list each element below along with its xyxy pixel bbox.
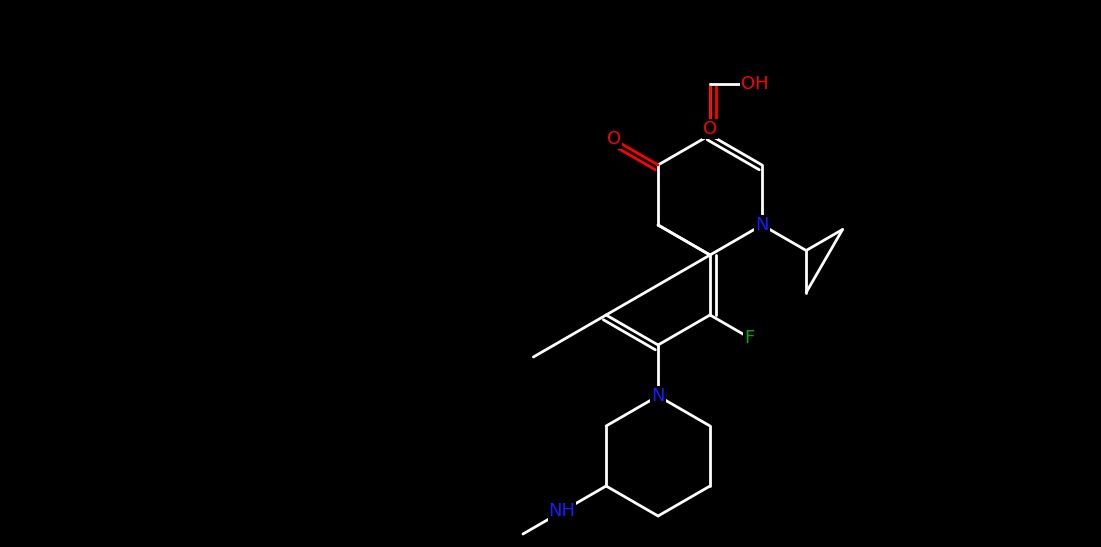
Text: N: N [652,387,665,405]
Text: OH: OH [741,75,768,93]
Text: O: O [607,131,621,148]
Text: NH: NH [548,503,576,521]
Text: O: O [702,120,717,138]
Text: F: F [744,329,754,346]
Text: N: N [755,216,768,234]
